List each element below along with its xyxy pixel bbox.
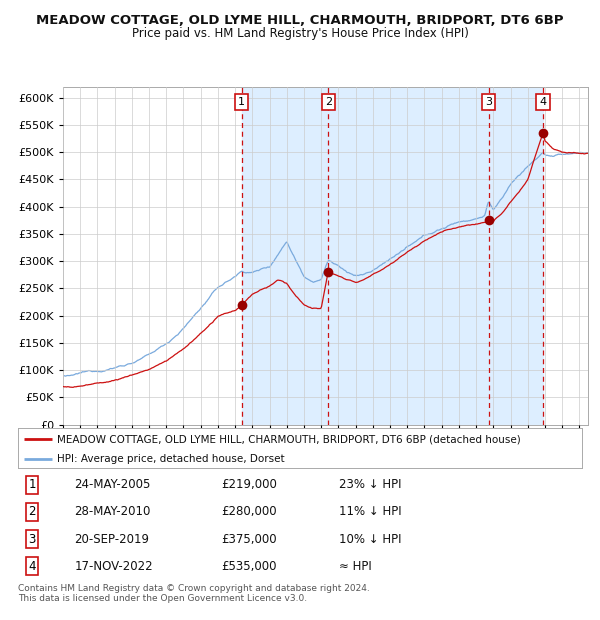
Text: 20-SEP-2019: 20-SEP-2019 [74, 533, 149, 546]
Text: £280,000: £280,000 [221, 505, 277, 518]
Text: 11% ↓ HPI: 11% ↓ HPI [340, 505, 402, 518]
Text: 28-MAY-2010: 28-MAY-2010 [74, 505, 151, 518]
Text: 1: 1 [28, 478, 36, 491]
Text: MEADOW COTTAGE, OLD LYME HILL, CHARMOUTH, BRIDPORT, DT6 6BP: MEADOW COTTAGE, OLD LYME HILL, CHARMOUTH… [36, 14, 564, 27]
Text: Contains HM Land Registry data © Crown copyright and database right 2024.
This d: Contains HM Land Registry data © Crown c… [18, 584, 370, 603]
Text: ≈ HPI: ≈ HPI [340, 560, 372, 573]
Text: 17-NOV-2022: 17-NOV-2022 [74, 560, 153, 573]
Bar [242, 87, 543, 425]
Text: MEADOW COTTAGE, OLD LYME HILL, CHARMOUTH, BRIDPORT, DT6 6BP (detached house): MEADOW COTTAGE, OLD LYME HILL, CHARMOUTH… [58, 434, 521, 444]
Text: 2: 2 [28, 505, 36, 518]
Text: 3: 3 [485, 97, 492, 107]
Text: HPI: Average price, detached house, Dorset: HPI: Average price, detached house, Dors… [58, 454, 285, 464]
Text: £535,000: £535,000 [221, 560, 277, 573]
Text: 24-MAY-2005: 24-MAY-2005 [74, 478, 151, 491]
Text: Price paid vs. HM Land Registry's House Price Index (HPI): Price paid vs. HM Land Registry's House … [131, 27, 469, 40]
Text: 4: 4 [539, 97, 547, 107]
Text: £375,000: £375,000 [221, 533, 277, 546]
Text: 1: 1 [238, 97, 245, 107]
Text: 4: 4 [28, 560, 36, 573]
Text: 3: 3 [28, 533, 36, 546]
Text: 2: 2 [325, 97, 332, 107]
Text: £219,000: £219,000 [221, 478, 277, 491]
Text: 23% ↓ HPI: 23% ↓ HPI [340, 478, 402, 491]
Text: 10% ↓ HPI: 10% ↓ HPI [340, 533, 402, 546]
